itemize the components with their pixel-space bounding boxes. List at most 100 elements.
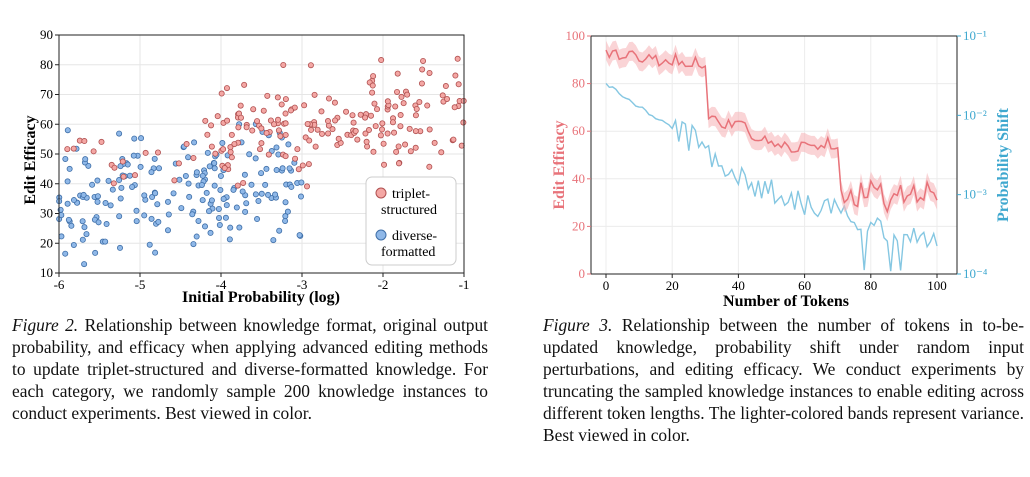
scatter-point-diverse [297,193,304,200]
scatter-point-triplet [208,143,215,150]
scatter-point-diverse [195,217,202,224]
scatter-point-triplet [354,136,361,143]
scatter-point-diverse [242,208,249,215]
scatter-point-diverse [94,198,101,205]
scatter-point-diverse [252,155,259,162]
scatter-point-diverse [206,208,213,215]
scatter-point-diverse [70,241,77,248]
scatter-point-triplet [282,131,289,138]
scatter-point-diverse [89,181,96,188]
caption-label: Figure 2. [12,315,79,335]
scatter-point-diverse [164,227,171,234]
scatter-point-triplet [307,62,314,69]
scatter-point-triplet [98,138,105,145]
scatter-point-diverse [105,177,112,184]
scatter-point-triplet [372,123,379,130]
scatter-point-triplet [392,103,399,110]
scatter-point-triplet [370,73,377,80]
scatter-point-diverse [199,172,206,179]
scatter-point-diverse [68,222,75,229]
scatter-point-triplet [369,82,376,89]
scatter-point-diverse [149,194,156,201]
y-tick-label: 50 [40,146,53,161]
scatter-point-triplet [378,57,385,64]
scatter-point-diverse [201,223,208,230]
y-tick-label: 20 [40,235,53,250]
y-tick-label-left: 40 [572,171,585,186]
scatter-point-diverse [129,183,136,190]
scatter-point-diverse [148,215,155,222]
scatter-point-diverse [81,261,88,268]
scatter-point-diverse [191,139,198,146]
scatter-point-triplet [395,143,402,150]
scatter-point-triplet [424,102,431,109]
scatter-point-diverse [64,127,71,134]
scatter-point-triplet [324,118,331,125]
scatter-point-diverse [220,195,227,202]
scatter-point-triplet [267,117,274,124]
scatter-point-triplet [291,104,298,111]
scatter-point-triplet [228,131,235,138]
scatter-points [56,55,467,268]
scatter-point-diverse [146,241,153,248]
scatter-point-diverse [62,250,69,257]
scatter-point-diverse [65,216,72,223]
scatter-point-diverse [258,190,265,197]
scatter-point-diverse [258,170,265,177]
x-tick-label: -3 [297,277,308,292]
scatter-point-triplet [237,114,244,121]
x-tick-label: -2 [378,277,389,292]
scatter-point-triplet [240,179,247,186]
x-tick-label: -4 [216,277,227,292]
scatter-point-triplet [377,132,384,139]
y-tick-label: 30 [40,206,53,221]
x-axis-label: Number of Tokens [723,293,849,310]
scatter-point-triplet [260,107,267,114]
scatter-point-diverse [226,236,233,243]
x-tick-label: 80 [864,278,877,293]
scatter-point-diverse [94,177,101,184]
x-tick-label: -1 [459,277,470,292]
scatter-point-triplet [416,99,423,106]
scatter-point-triplet [395,160,402,167]
y-tick-label: 90 [40,27,53,42]
scatter-point-triplet [190,154,197,161]
scatter-point-triplet [282,110,289,117]
scatter-point-triplet [431,139,438,146]
scatter-point-diverse [152,249,159,256]
scatter-point-triplet [301,102,308,109]
plot-frame [590,35,958,275]
scatter-point-diverse [198,181,205,188]
scatter-point-triplet [426,69,433,76]
scatter-point-triplet [442,83,449,90]
scatter-point-diverse [298,179,305,186]
grid [591,35,957,275]
scatter-point-diverse [107,202,114,209]
scatter-point-triplet [455,81,462,88]
scatter-point-diverse [182,172,189,179]
scatter-point-diverse [117,163,124,170]
y-tick-label-right: 10⁻² [963,107,987,122]
scatter-point-triplet [306,137,313,144]
scatter-point-triplet [90,148,97,155]
scatter-point-diverse [193,233,200,240]
scatter-point-triplet [304,120,311,127]
scatter-point-diverse [66,165,73,172]
scatter-point-diverse [296,232,303,239]
scatter-point-diverse [154,201,161,208]
scatter-point-triplet [142,149,149,156]
scatter-point-triplet [277,133,284,140]
scatter-point-triplet [397,112,404,119]
scatter-point-triplet [412,112,419,119]
scatter-point-diverse [102,238,109,245]
scatter-point-diverse [223,202,230,209]
scatter-point-diverse [155,218,162,225]
scatter-point-triplet [413,105,420,112]
scatter-point-diverse [178,205,185,212]
x-tick-label: 20 [666,278,679,293]
scatter-point-triplet [412,144,419,151]
scatter-point-diverse [262,181,269,188]
scatter-point-diverse [273,167,280,174]
scatter-point-triplet [175,160,182,167]
scatter-point-triplet [292,155,299,162]
